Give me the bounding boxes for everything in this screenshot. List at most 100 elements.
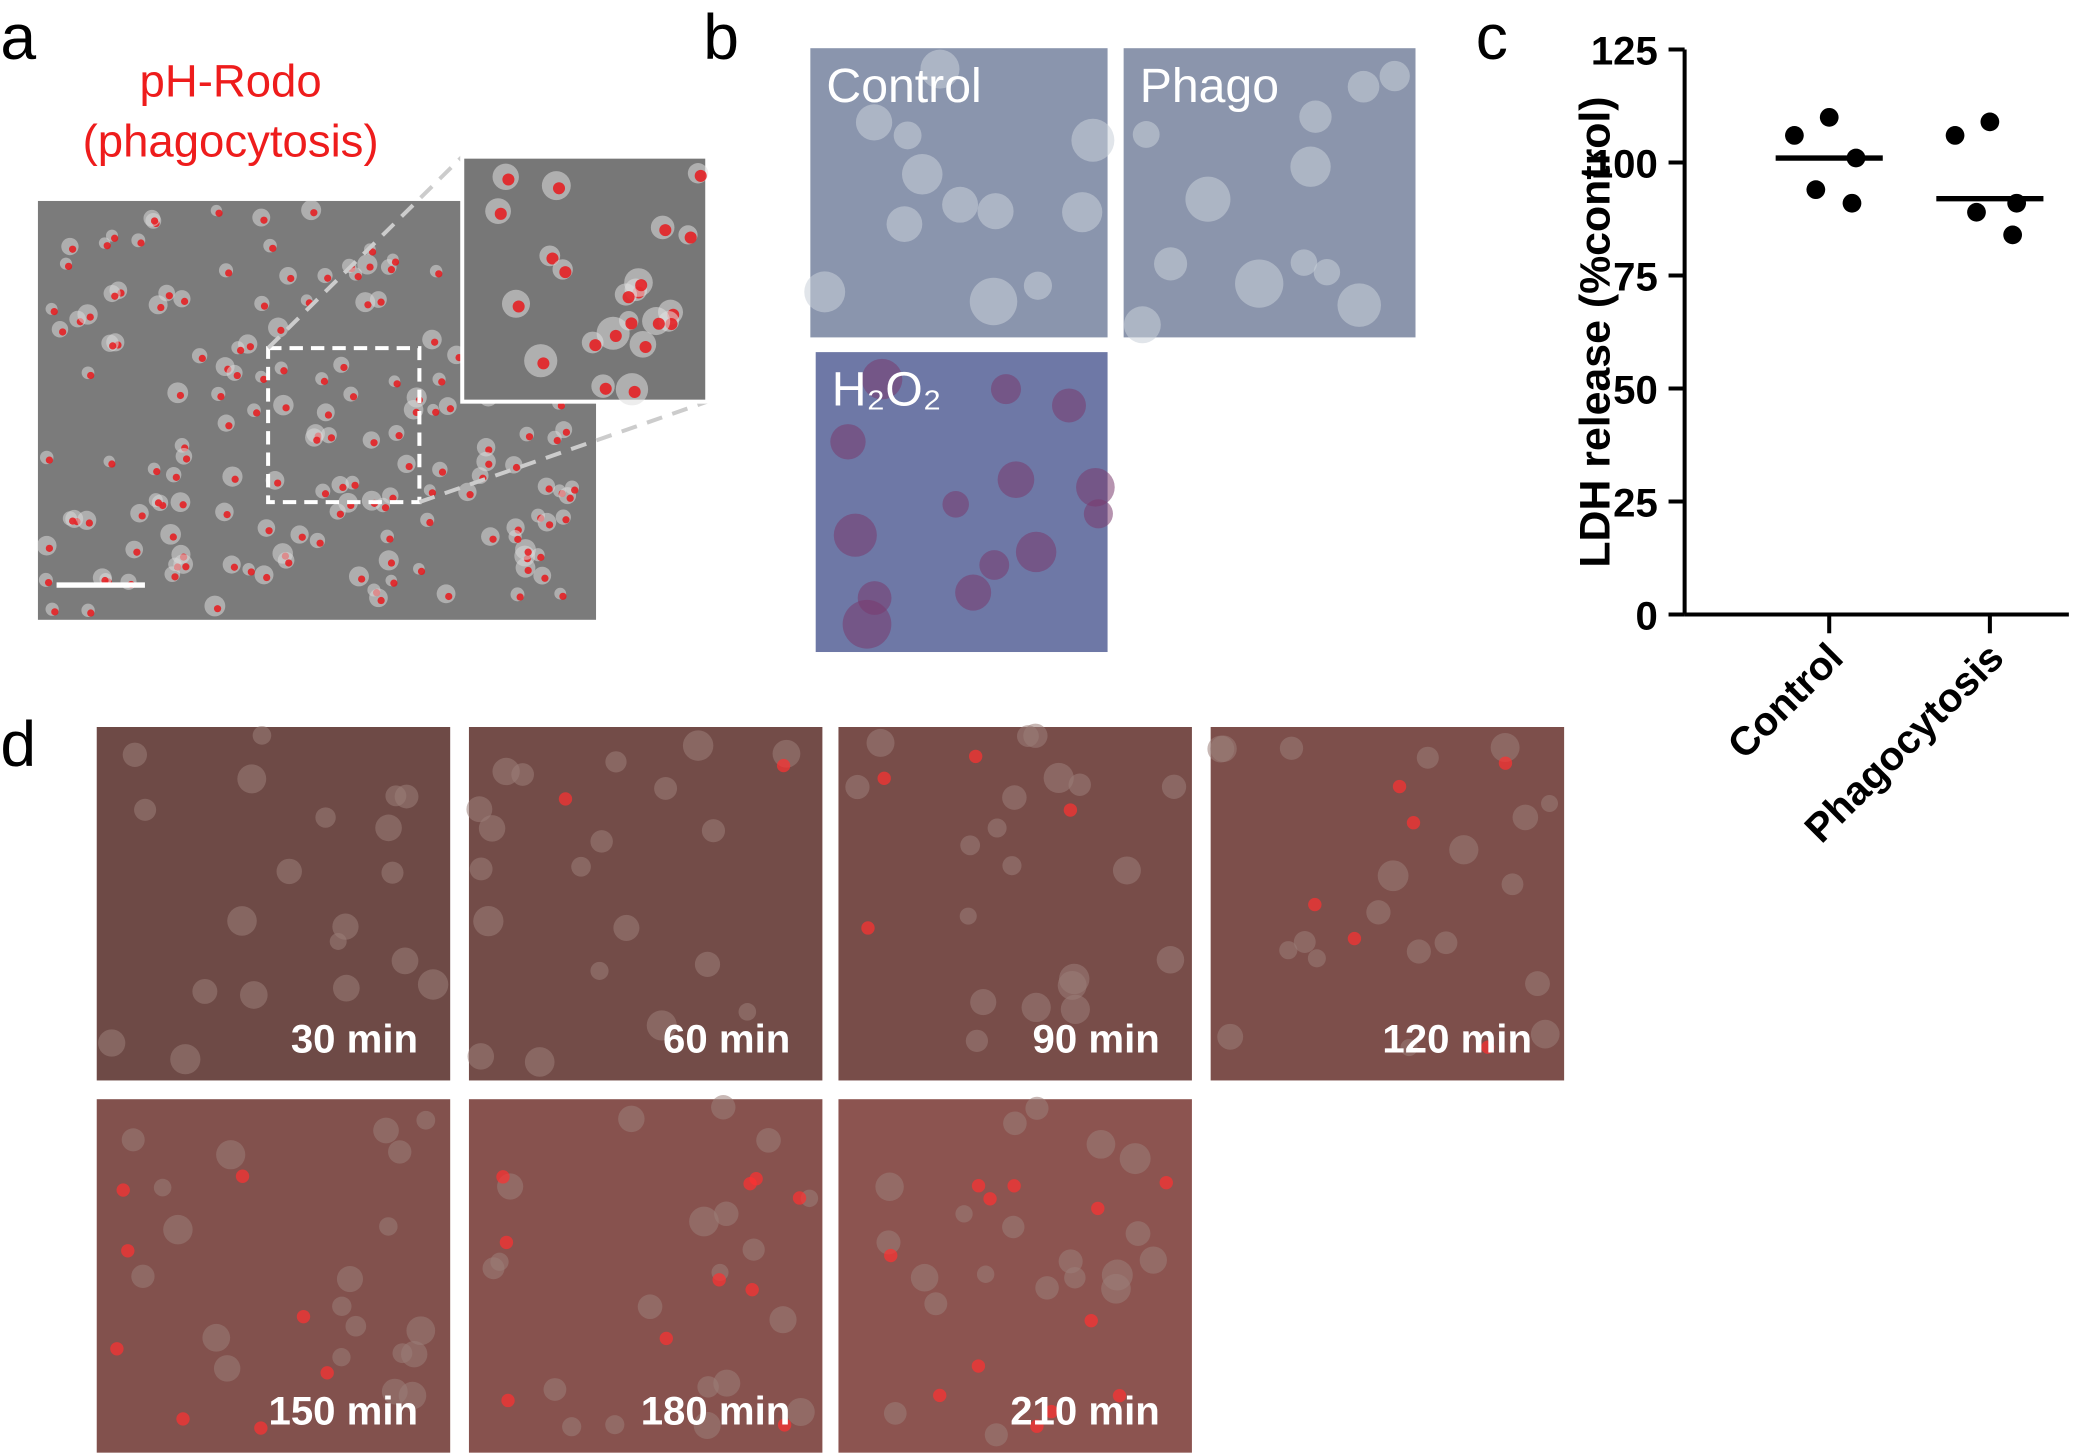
cell-signal — [265, 527, 273, 535]
time-label: 150 min — [269, 1389, 419, 1434]
cell — [476, 451, 496, 472]
cell — [1337, 283, 1381, 327]
cell — [202, 1323, 231, 1352]
cell — [315, 483, 331, 499]
cell-signal — [387, 559, 396, 567]
cell-signal — [387, 266, 396, 274]
cell-signal — [277, 326, 285, 334]
cell — [1161, 774, 1187, 799]
cell-signal — [438, 378, 446, 386]
cell — [254, 565, 274, 585]
cell — [222, 466, 243, 487]
cell — [997, 461, 1035, 499]
cell-signal — [537, 357, 550, 370]
cell — [268, 317, 289, 338]
cell — [1021, 992, 1051, 1023]
red-signal — [777, 1418, 792, 1432]
cell-signal — [86, 313, 94, 321]
cell-signal — [68, 245, 77, 253]
cell — [855, 104, 893, 141]
cell — [987, 818, 1007, 838]
cell — [170, 492, 191, 512]
red-signal — [1063, 803, 1078, 817]
cell-signal — [233, 371, 241, 380]
cell-signal — [223, 510, 231, 519]
cell — [955, 574, 992, 611]
cell-signal — [172, 473, 180, 481]
cell — [375, 814, 402, 842]
y-tick-label: 25 — [1613, 480, 1658, 525]
data-point — [1945, 126, 1965, 145]
cell — [970, 988, 997, 1016]
cell — [875, 1172, 904, 1202]
red-signal — [320, 1366, 334, 1380]
panel-title: pH-Rodo — [140, 55, 322, 106]
cell — [227, 906, 257, 936]
cell — [555, 509, 571, 525]
red-signal — [1044, 1404, 1059, 1419]
cell — [1235, 259, 1284, 308]
panel-letter: c — [1476, 1, 1508, 73]
cell — [861, 358, 903, 400]
panel-letter: a — [0, 1, 36, 73]
cell — [398, 1381, 427, 1410]
cell — [942, 491, 969, 518]
cell — [369, 588, 388, 608]
cell — [490, 1252, 509, 1271]
cell — [478, 815, 506, 842]
cell — [1112, 856, 1141, 885]
cell-signal — [138, 512, 146, 520]
red-signal — [776, 758, 791, 773]
cell — [216, 1140, 246, 1170]
cell-signal — [179, 501, 187, 509]
cell-signal — [366, 263, 374, 271]
cell — [977, 193, 1014, 230]
cell — [438, 397, 457, 416]
cell — [646, 1010, 677, 1041]
cell-signal — [445, 592, 453, 601]
image-label: H₂O₂ — [832, 363, 942, 417]
cell-signal — [101, 576, 109, 585]
cell-signal — [545, 485, 553, 493]
red-signal — [933, 1388, 947, 1403]
cell — [1002, 785, 1027, 810]
cell — [276, 858, 302, 885]
red-signal — [1091, 1201, 1105, 1216]
cell — [213, 1355, 241, 1382]
cell — [1366, 900, 1391, 925]
red-signal — [1481, 1040, 1495, 1054]
cell — [217, 414, 235, 432]
cell — [711, 1095, 736, 1120]
cell-signal — [50, 307, 58, 316]
cell — [800, 1189, 819, 1208]
cell — [1347, 70, 1380, 103]
red-signal — [1498, 756, 1513, 770]
red-signal — [712, 1273, 726, 1287]
cell — [134, 798, 157, 821]
cell — [378, 550, 399, 571]
cell-signal — [546, 252, 559, 265]
red-signal — [254, 1421, 268, 1435]
cell-signal — [525, 433, 534, 441]
cell — [122, 742, 148, 767]
red-signal — [749, 1172, 763, 1186]
cell-signal — [111, 292, 119, 300]
cell-signal — [336, 510, 344, 518]
cell-signal — [225, 269, 233, 277]
cell — [1313, 258, 1341, 286]
cell-signal — [524, 566, 532, 575]
cell — [714, 1201, 739, 1227]
data-point — [1980, 112, 2000, 132]
cell — [524, 1047, 555, 1077]
cell-signal — [154, 499, 163, 507]
cell-signal — [349, 393, 358, 401]
y-tick-label: 75 — [1613, 254, 1658, 299]
cell — [204, 595, 226, 617]
cell — [1400, 1039, 1418, 1057]
zoom-line — [266, 155, 464, 350]
cell-signal — [552, 182, 566, 195]
cell-signal — [485, 460, 493, 468]
cell — [252, 208, 271, 227]
red-signal — [971, 1179, 986, 1193]
